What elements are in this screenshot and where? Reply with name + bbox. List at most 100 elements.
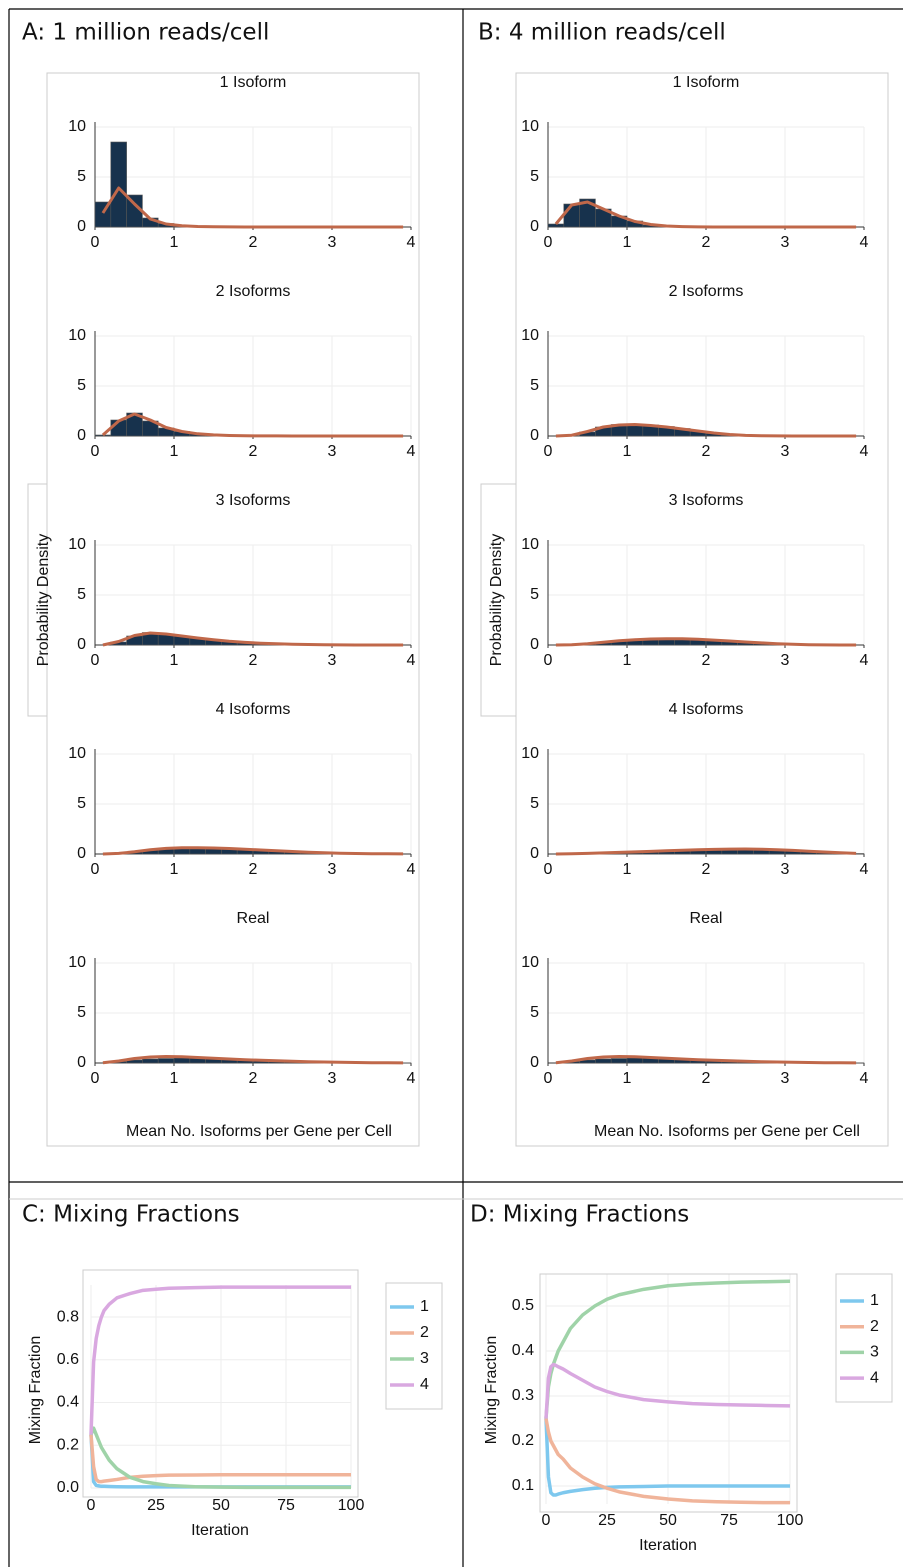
fit-line [555, 1055, 857, 1065]
bar [142, 1058, 159, 1064]
plot-frame [82, 1269, 359, 1498]
x-tick-label: 2 [702, 443, 711, 460]
x-tick-label: 0 [91, 234, 100, 251]
subplot-title: 4 Isoforms [669, 701, 744, 718]
x-tick-label: 3 [781, 652, 790, 669]
label-box [27, 483, 48, 717]
line [544, 1418, 790, 1497]
y-tick-label: 5 [77, 168, 86, 185]
y-tick-label: 0 [77, 845, 86, 862]
y-tick-label: 10 [68, 536, 86, 553]
line [89, 1426, 351, 1490]
x-tick-label: 1 [170, 443, 179, 460]
subplot-title: Real [237, 910, 270, 927]
subplot-frame [46, 72, 420, 1147]
x-tick-label: 100 [338, 1497, 365, 1514]
plot-frame [539, 1273, 798, 1513]
x-tick-label: 2 [702, 234, 711, 251]
x-tick-label: 1 [623, 652, 632, 669]
panel-title: A: 1 million reads/cell [22, 20, 269, 46]
bar [173, 1057, 191, 1064]
y-tick-label: 5 [530, 1004, 539, 1021]
legend-box [385, 1282, 443, 1410]
y-tick-label: 10 [68, 954, 86, 971]
y-tick-label: 0.1 [512, 1477, 534, 1494]
x-tick-label: 3 [781, 1070, 790, 1087]
y-tick-label: 0.8 [57, 1308, 79, 1325]
y-tick-label: 5 [530, 377, 539, 394]
legend-label: 3 [870, 1344, 879, 1361]
fit-line [555, 847, 857, 856]
panel-title: D: Mixing Fractions [470, 1202, 689, 1228]
y-tick-label: 0 [530, 845, 539, 862]
y-tick-label: 10 [521, 536, 539, 553]
line [544, 1362, 791, 1419]
x-tick-label: 0 [544, 443, 553, 460]
subplot-title: 2 Isoforms [216, 283, 291, 300]
bar [626, 1057, 644, 1064]
x-tick-label: 50 [659, 1512, 677, 1529]
x-tick-label: 0 [91, 443, 100, 460]
legend-label: 1 [420, 1298, 429, 1315]
x-tick-label: 4 [860, 234, 869, 251]
subplot-title: Real [690, 910, 723, 927]
x-tick-label: 1 [623, 1070, 632, 1087]
y-tick-label: 5 [530, 586, 539, 603]
legend-label: 2 [420, 1324, 429, 1341]
x-tick-label: 25 [147, 1497, 165, 1514]
y-tick-label: 0.4 [512, 1342, 534, 1359]
x-tick-label: 100 [777, 1512, 804, 1529]
y-tick-label: 5 [77, 1004, 86, 1021]
y-tick-label: 10 [521, 745, 539, 762]
x-tick-label: 0 [542, 1512, 551, 1529]
x-tick-label: 0 [544, 861, 553, 878]
x-tick-label: 3 [781, 443, 790, 460]
bar [110, 141, 127, 228]
legend-label: 4 [420, 1376, 429, 1393]
x-tick-label: 4 [407, 1070, 416, 1087]
x-tick-label: 3 [328, 234, 337, 251]
x-tick-label: 4 [407, 861, 416, 878]
x-tick-label: 1 [170, 234, 179, 251]
y-tick-label: 0 [77, 636, 86, 653]
fit-line [102, 846, 404, 856]
x-tick-label: 1 [623, 234, 632, 251]
x-tick-label: 2 [249, 652, 258, 669]
bar [94, 434, 112, 437]
y-axis-label: Mixing Fraction [483, 1336, 500, 1444]
x-tick-label: 4 [860, 443, 869, 460]
line [89, 1285, 351, 1435]
y-tick-label: 0.4 [57, 1394, 79, 1411]
x-tick-label: 0 [544, 1070, 553, 1087]
y-tick-label: 0.5 [512, 1297, 534, 1314]
x-tick-label: 4 [860, 861, 869, 878]
fit-line [101, 186, 404, 229]
x-tick-label: 0 [91, 1070, 100, 1087]
y-axis-label: Probability Density [488, 534, 505, 667]
legend-label: 4 [870, 1369, 879, 1386]
legend-box [835, 1273, 893, 1403]
legend-label: 3 [420, 1350, 429, 1367]
y-tick-label: 5 [77, 377, 86, 394]
fit-line [555, 637, 857, 647]
x-tick-label: 4 [860, 652, 869, 669]
y-tick-label: 0 [530, 427, 539, 444]
x-tick-label: 3 [328, 861, 337, 878]
x-axis-label: Mean No. Isoforms per Gene per Cell [126, 1123, 392, 1140]
x-tick-label: 3 [328, 652, 337, 669]
y-tick-label: 0 [77, 1054, 86, 1071]
y-tick-label: 10 [68, 118, 86, 135]
x-tick-label: 75 [720, 1512, 738, 1529]
x-tick-label: 50 [212, 1497, 230, 1514]
x-tick-label: 1 [623, 443, 632, 460]
y-axis-label: Mixing Fraction [27, 1336, 44, 1444]
y-tick-label: 0 [530, 636, 539, 653]
x-tick-label: 1 [170, 861, 179, 878]
y-tick-label: 0.3 [512, 1387, 534, 1404]
y-tick-label: 0.2 [512, 1432, 534, 1449]
x-tick-label: 3 [781, 861, 790, 878]
subplot-title: 1 Isoform [220, 74, 287, 91]
y-tick-label: 10 [68, 745, 86, 762]
x-tick-label: 1 [170, 1070, 179, 1087]
